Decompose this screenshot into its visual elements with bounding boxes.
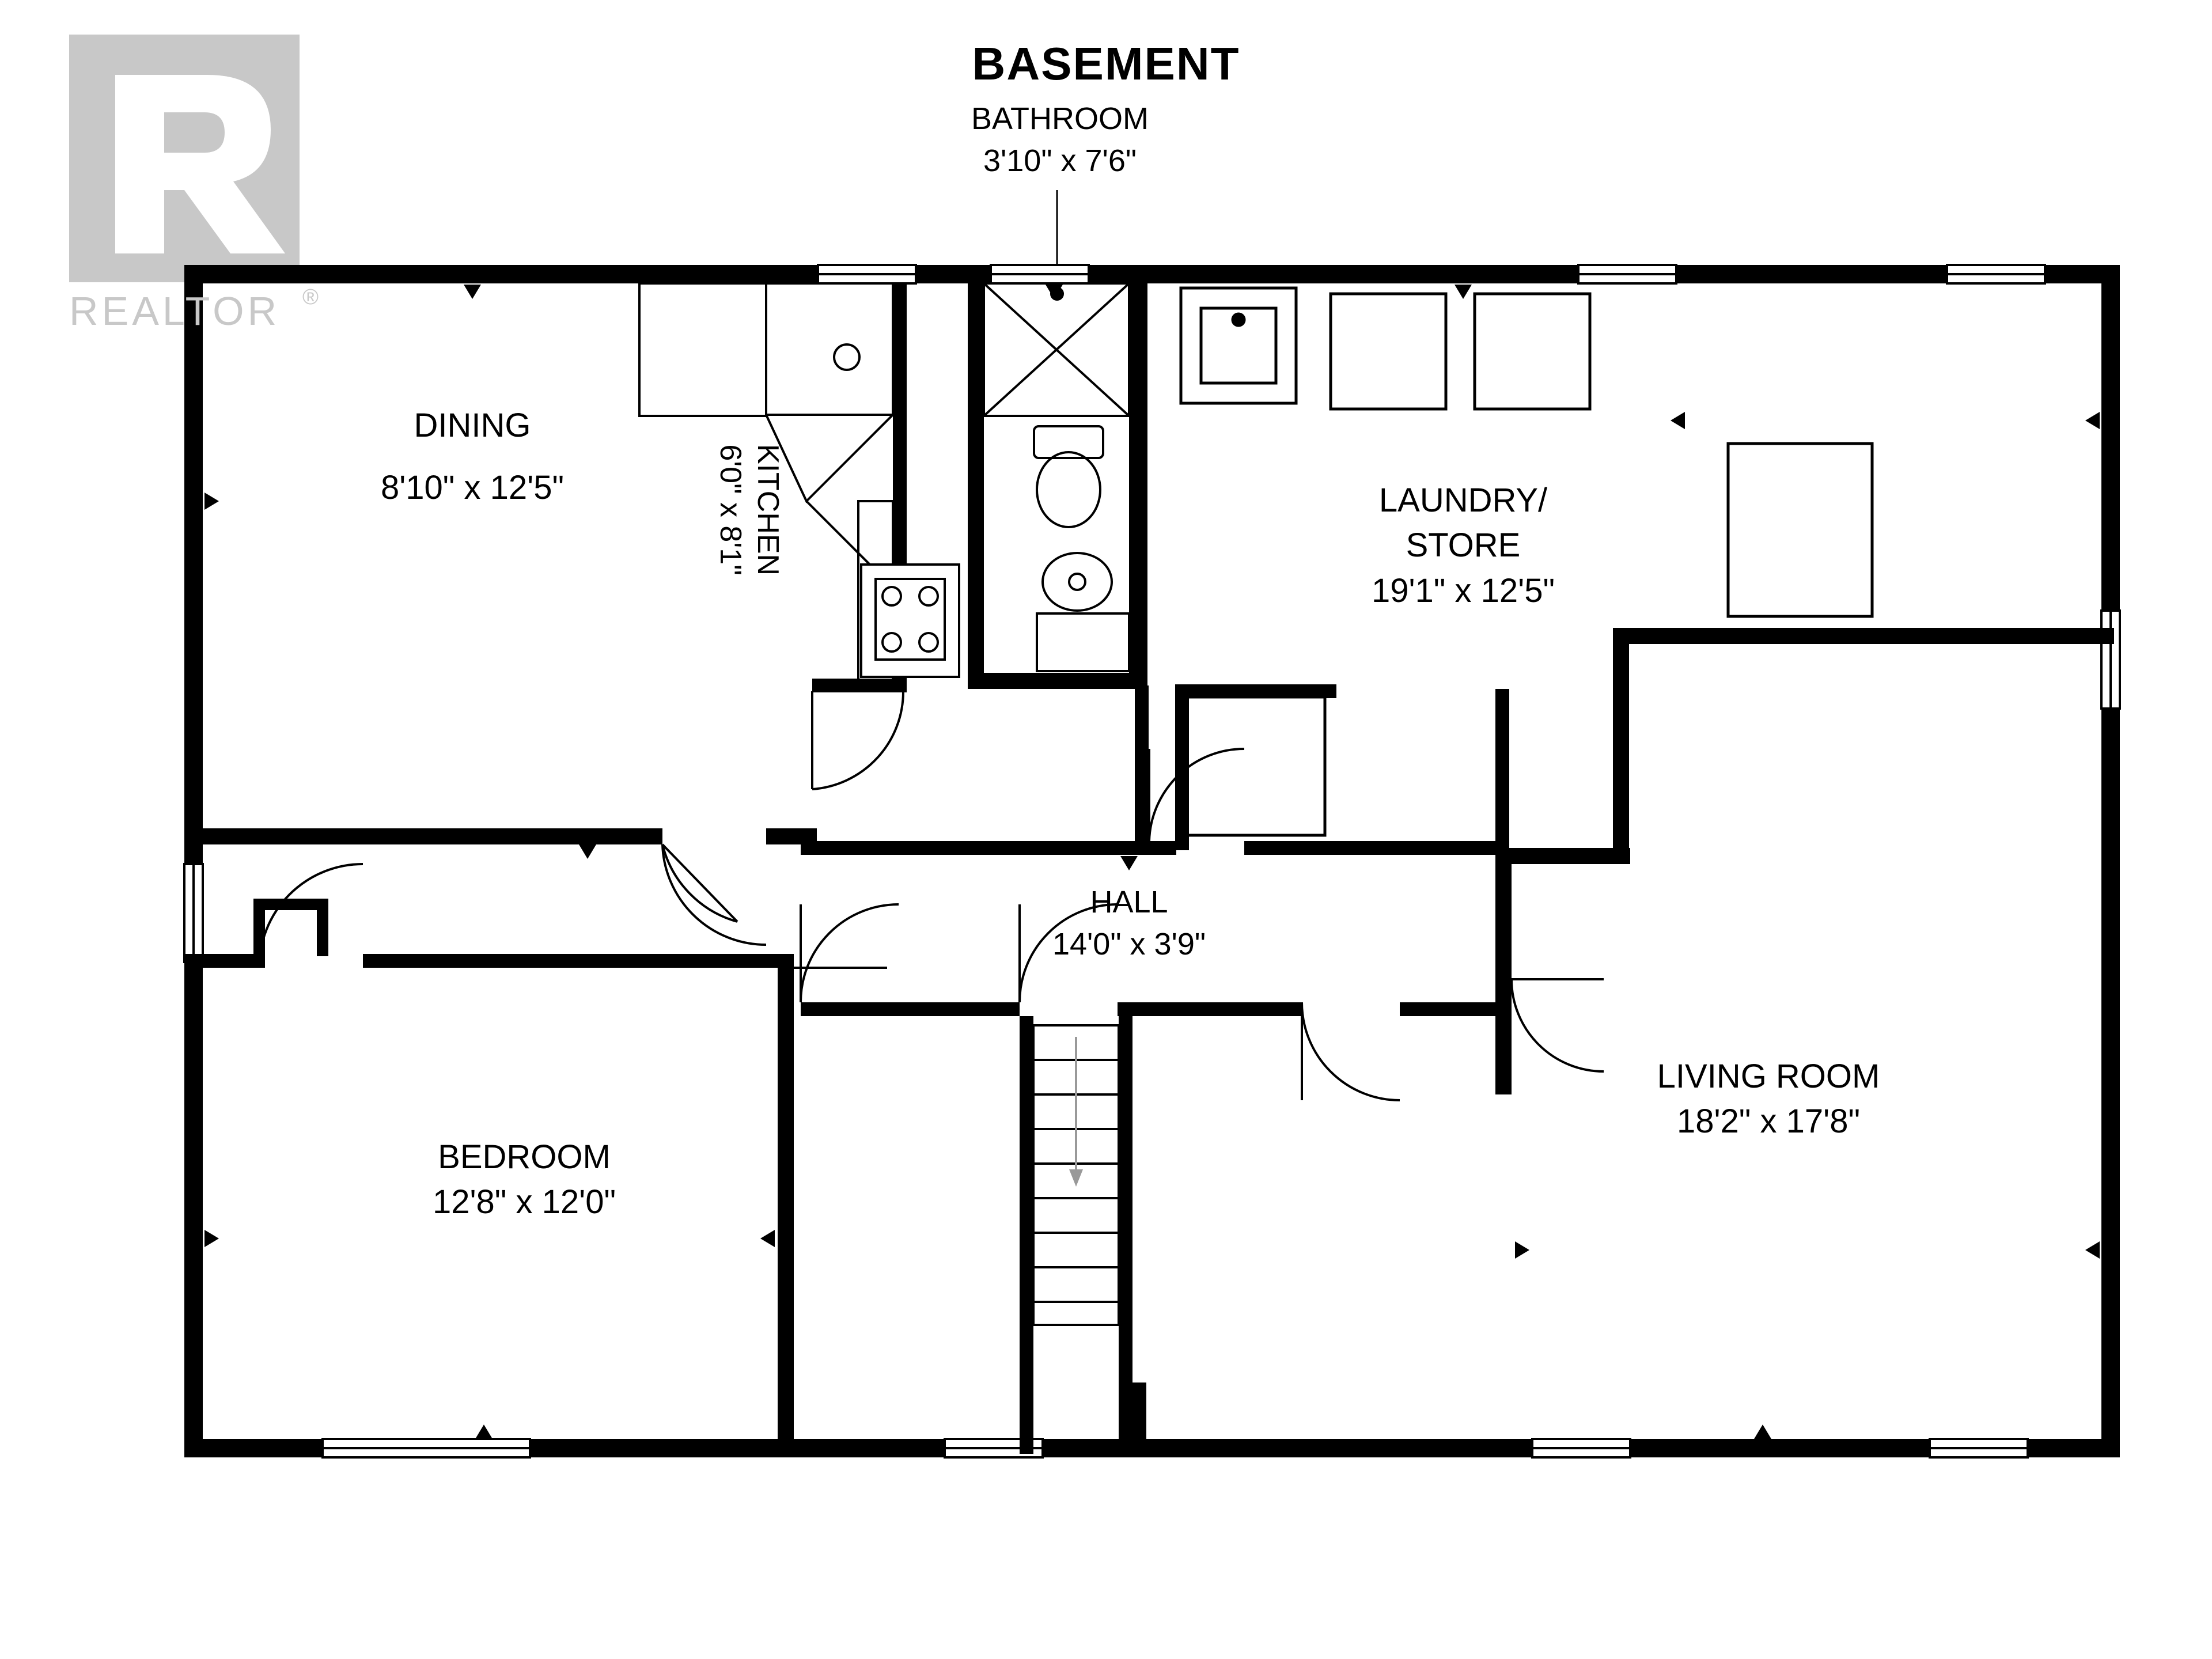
room-dims: 19'1" x 12'5" (1296, 569, 1630, 613)
hall-label: HALL 14'0" x 3'9" (991, 881, 1267, 965)
dining-label: DINING 8'10" x 12'5" (323, 403, 622, 511)
watermark-reg: ® (302, 285, 319, 310)
kitchen-label: KITCHEN 6'0" x 8'1" (711, 418, 786, 602)
room-dims: 6'0" x 8'1" (711, 418, 749, 602)
watermark-text: REALTOR (69, 288, 280, 334)
bedroom-label: BEDROOM 12'8" x 12'0" (357, 1135, 691, 1225)
watermark-logo (69, 35, 300, 282)
laundry-label: LAUNDRY/ STORE 19'1" x 12'5" (1296, 478, 1630, 613)
room-dims: 14'0" x 3'9" (991, 923, 1267, 965)
room-dims: 12'8" x 12'0" (357, 1180, 691, 1225)
doors (259, 691, 1604, 1100)
room-name: HALL (991, 881, 1267, 923)
room-name: BATHROOM (904, 98, 1215, 140)
room-dims: 18'2" x 17'8" (1601, 1099, 1936, 1144)
room-name: LIVING ROOM (1601, 1054, 1936, 1099)
bathroom-label: BATHROOM 3'10" x 7'6" (904, 98, 1215, 182)
room-name: DINING (323, 403, 622, 448)
room-name: BEDROOM (357, 1135, 691, 1180)
stairs (1033, 1025, 1119, 1325)
room-name: KITCHEN (749, 418, 786, 602)
floorplan-svg (0, 0, 2212, 1659)
living-label: LIVING ROOM 18'2" x 17'8" (1601, 1054, 1936, 1145)
bathroom-fixtures (984, 283, 1129, 671)
room-name: LAUNDRY/ STORE (1296, 478, 1630, 569)
room-dims: 8'10" x 12'5" (323, 465, 622, 510)
kitchen-fixtures (639, 283, 959, 680)
floor-title: BASEMENT (972, 37, 1240, 90)
room-dims: 3'10" x 7'6" (904, 140, 1215, 182)
